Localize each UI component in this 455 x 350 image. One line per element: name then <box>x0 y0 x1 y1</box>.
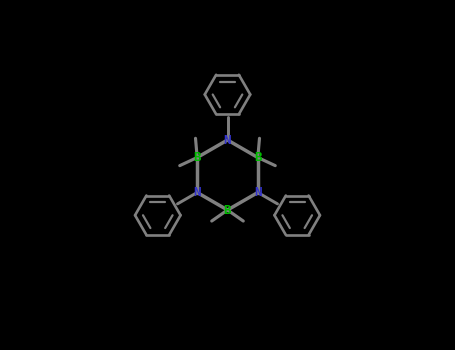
Text: B: B <box>224 203 231 217</box>
Text: N: N <box>193 186 201 199</box>
Text: B: B <box>193 151 201 164</box>
Text: B: B <box>254 151 262 164</box>
Text: N: N <box>254 186 262 199</box>
Text: N: N <box>224 133 231 147</box>
